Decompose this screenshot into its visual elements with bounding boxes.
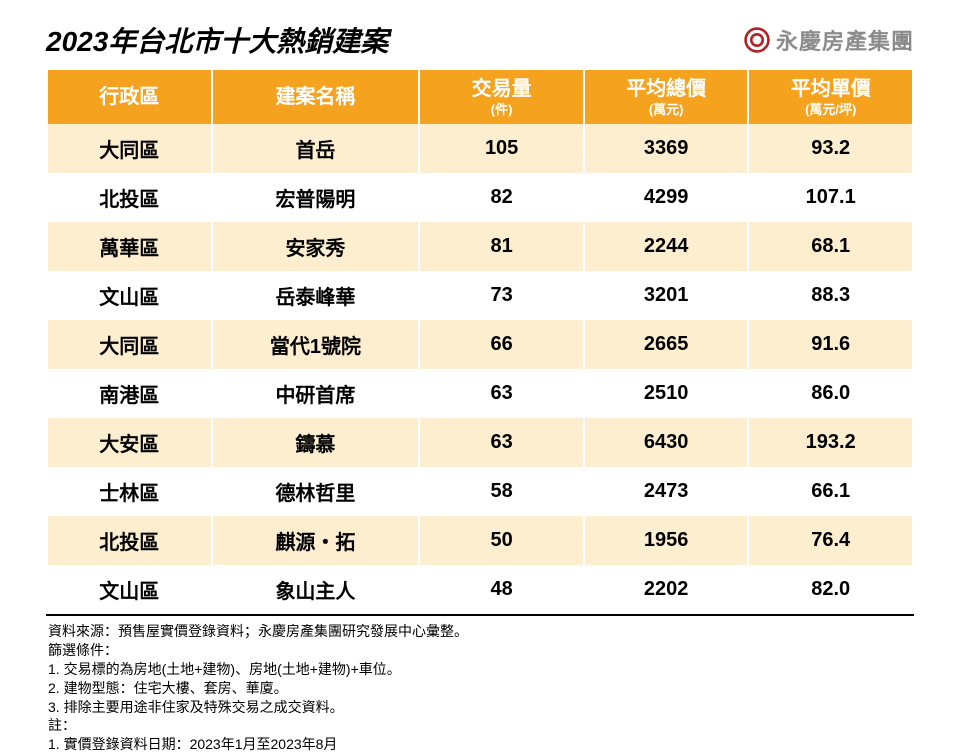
table-cell: 2665 (584, 320, 749, 369)
page-title: 2023年台北市十大熱銷建案 (46, 20, 388, 60)
table-cell: 1956 (584, 516, 749, 565)
table-cell: 2202 (584, 565, 749, 615)
footnote-line: 註： (48, 716, 914, 735)
table-cell: 大同區 (47, 320, 212, 369)
table-cell: 66.1 (748, 467, 913, 516)
table-cell: 麒源・拓 (212, 516, 420, 565)
table-cell: 81 (419, 222, 584, 271)
table-cell: 4299 (584, 173, 749, 222)
table-cell: 大同區 (47, 124, 212, 173)
table-row: 文山區岳泰峰華73320188.3 (47, 271, 913, 320)
table-cell: 73 (419, 271, 584, 320)
table-cell: 鑄慕 (212, 418, 420, 467)
table-cell: 北投區 (47, 516, 212, 565)
table-row: 大同區首岳105336993.2 (47, 124, 913, 173)
col-avg-total: 平均總價(萬元) (584, 70, 749, 124)
table-cell: 安家秀 (212, 222, 420, 271)
col-project: 建案名稱 (212, 70, 420, 124)
footnote-line: 資料來源：預售屋實價登錄資料；永慶房產集團研究發展中心彙整。 (48, 622, 914, 641)
table-cell: 58 (419, 467, 584, 516)
table-cell: 91.6 (748, 320, 913, 369)
table-cell: 48 (419, 565, 584, 615)
ranking-table: 行政區 建案名稱 交易量(件) 平均總價(萬元) 平均單價(萬元/坪) 大同區首… (46, 70, 914, 616)
brand-name: 永慶房產集團 (776, 24, 914, 56)
table-row: 北投區宏普陽明824299107.1 (47, 173, 913, 222)
table-cell: 首岳 (212, 124, 420, 173)
table-cell: 中研首席 (212, 369, 420, 418)
table-cell: 大安區 (47, 418, 212, 467)
brand-logo-icon (744, 27, 770, 53)
table-cell: 63 (419, 369, 584, 418)
table-cell: 63 (419, 418, 584, 467)
table-cell: 86.0 (748, 369, 913, 418)
table-cell: 3369 (584, 124, 749, 173)
table-row: 大安區鑄慕636430193.2 (47, 418, 913, 467)
table-cell: 88.3 (748, 271, 913, 320)
table-cell: 66 (419, 320, 584, 369)
table-cell: 文山區 (47, 565, 212, 615)
table-cell: 象山主人 (212, 565, 420, 615)
table-row: 南港區中研首席63251086.0 (47, 369, 913, 418)
table-row: 士林區德林哲里58247366.1 (47, 467, 913, 516)
table-cell: 北投區 (47, 173, 212, 222)
table-row: 文山區象山主人48220282.0 (47, 565, 913, 615)
table-cell: 6430 (584, 418, 749, 467)
table-cell: 2510 (584, 369, 749, 418)
footnote-line: 3. 排除主要用途非住家及特殊交易之成交資料。 (48, 698, 914, 717)
table-cell: 宏普陽明 (212, 173, 420, 222)
brand: 永慶房產集團 (744, 24, 914, 56)
table-cell: 68.1 (748, 222, 913, 271)
col-volume: 交易量(件) (419, 70, 584, 124)
table-cell: 107.1 (748, 173, 913, 222)
col-district: 行政區 (47, 70, 212, 124)
table-cell: 士林區 (47, 467, 212, 516)
table-cell: 2244 (584, 222, 749, 271)
col-avg-unit: 平均單價(萬元/坪) (748, 70, 913, 124)
table-cell: 當代1號院 (212, 320, 420, 369)
table-cell: 2473 (584, 467, 749, 516)
table-row: 大同區當代1號院66266591.6 (47, 320, 913, 369)
table-cell: 3201 (584, 271, 749, 320)
table-cell: 76.4 (748, 516, 913, 565)
table-row: 萬華區安家秀81224468.1 (47, 222, 913, 271)
table-cell: 岳泰峰華 (212, 271, 420, 320)
table-cell: 82 (419, 173, 584, 222)
table-cell: 萬華區 (47, 222, 212, 271)
table-cell: 93.2 (748, 124, 913, 173)
footnote-line: 2. 建物型態：住宅大樓、套房、華廈。 (48, 679, 914, 698)
table-cell: 50 (419, 516, 584, 565)
table-row: 北投區麒源・拓50195676.4 (47, 516, 913, 565)
footnote-line: 篩選條件： (48, 641, 914, 660)
footnote-line: 1. 實價登錄資料日期：2023年1月至2023年8月 (48, 735, 914, 754)
table-header-row: 行政區 建案名稱 交易量(件) 平均總價(萬元) 平均單價(萬元/坪) (47, 70, 913, 124)
table-cell: 82.0 (748, 565, 913, 615)
footnote-line: 1. 交易標的為房地(土地+建物)、房地(土地+建物)+車位。 (48, 660, 914, 679)
table-cell: 193.2 (748, 418, 913, 467)
table-cell: 文山區 (47, 271, 212, 320)
table-cell: 105 (419, 124, 584, 173)
table-cell: 德林哲里 (212, 467, 420, 516)
table-cell: 南港區 (47, 369, 212, 418)
footnotes: 資料來源：預售屋實價登錄資料；永慶房產集團研究發展中心彙整。篩選條件：1. 交易… (46, 622, 914, 754)
